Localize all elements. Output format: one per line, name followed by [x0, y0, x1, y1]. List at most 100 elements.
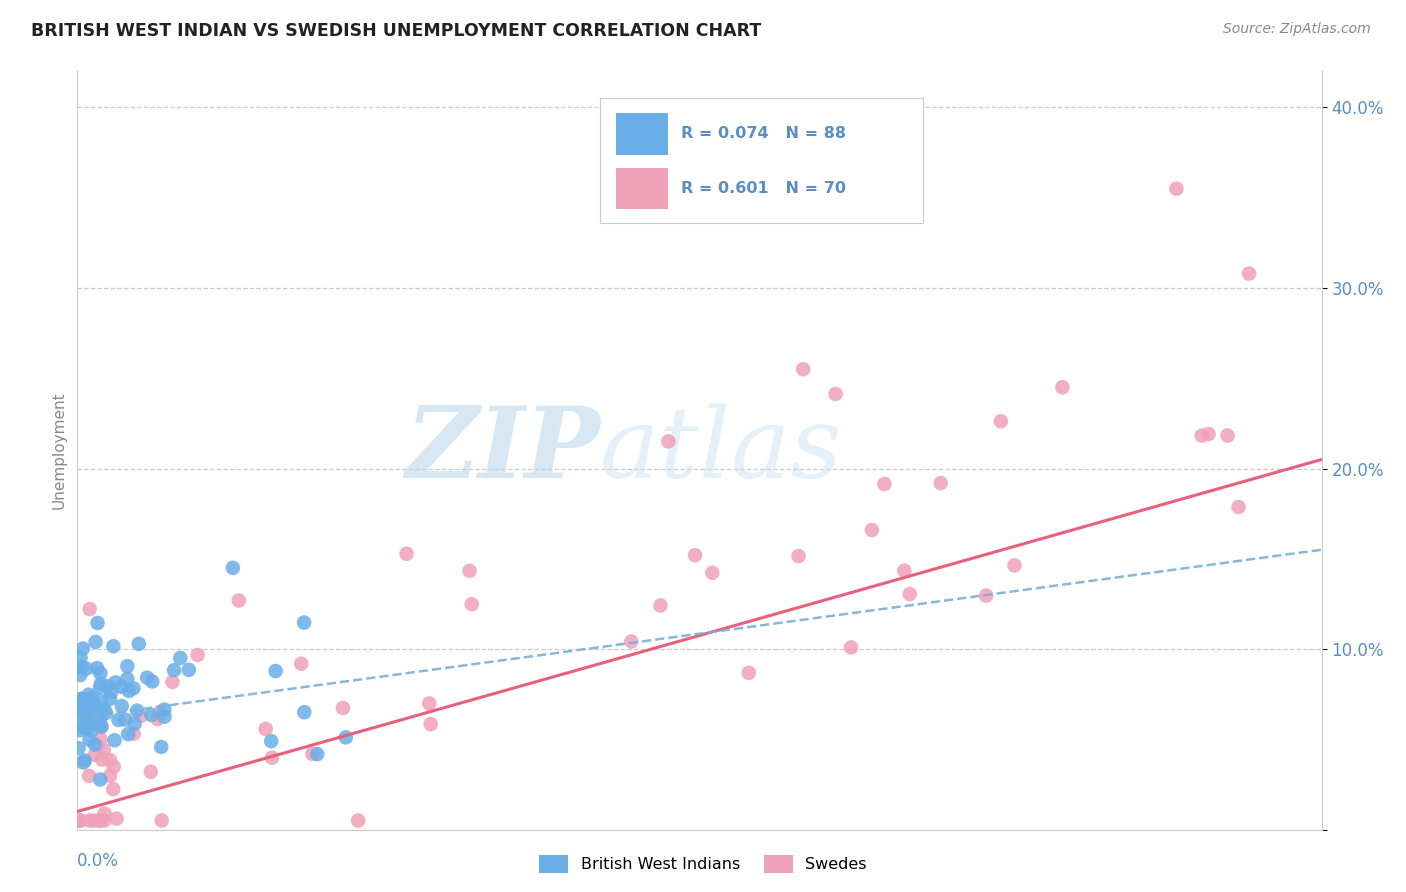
Point — [83, 738, 105, 752]
Point — [66, 699, 89, 714]
Point — [72, 756, 94, 770]
Point — [89, 772, 111, 787]
Point — [187, 648, 209, 662]
Point — [620, 634, 643, 648]
Point — [1004, 558, 1026, 573]
Point — [79, 698, 101, 712]
Point — [839, 640, 862, 655]
Point — [76, 700, 98, 714]
Point — [228, 593, 250, 607]
Point — [418, 697, 440, 711]
Point — [122, 681, 145, 696]
Point — [84, 635, 107, 649]
Point — [89, 712, 111, 726]
Point — [90, 732, 112, 747]
Point — [98, 769, 121, 783]
Text: R = 0.074   N = 88: R = 0.074 N = 88 — [681, 126, 846, 141]
Point — [153, 702, 176, 716]
Point — [82, 698, 104, 713]
Point — [90, 677, 112, 691]
Point — [72, 707, 94, 722]
Point — [792, 362, 814, 376]
Point — [929, 476, 952, 491]
Point — [77, 769, 100, 783]
Point — [222, 561, 245, 575]
Point — [90, 719, 112, 733]
Point — [124, 716, 146, 731]
Point — [107, 713, 129, 727]
Point — [67, 741, 90, 756]
Point — [738, 665, 761, 680]
Point — [100, 685, 122, 699]
Point — [97, 679, 120, 693]
Point — [683, 548, 706, 562]
Point — [75, 715, 97, 730]
Point — [153, 709, 176, 723]
Point — [75, 662, 97, 676]
Point — [860, 523, 883, 537]
Text: ZIP: ZIP — [405, 402, 600, 499]
Point — [125, 704, 148, 718]
Point — [86, 706, 108, 721]
FancyBboxPatch shape — [600, 98, 924, 223]
Point — [301, 747, 323, 761]
Point — [122, 727, 145, 741]
Point — [150, 814, 173, 828]
Point — [105, 812, 128, 826]
Point — [169, 651, 191, 665]
Point — [128, 637, 150, 651]
Point — [66, 661, 89, 675]
Point — [146, 712, 169, 726]
Point — [129, 708, 152, 723]
Point — [458, 564, 481, 578]
Point — [69, 814, 91, 828]
Point — [67, 814, 90, 828]
Point — [70, 660, 93, 674]
Point — [264, 664, 287, 678]
Y-axis label: Unemployment: Unemployment — [51, 392, 66, 509]
Point — [89, 704, 111, 718]
Point — [148, 706, 170, 720]
Point — [1216, 428, 1239, 442]
Point — [898, 587, 921, 601]
Point — [90, 720, 112, 734]
Point — [98, 691, 121, 706]
Text: R = 0.601   N = 70: R = 0.601 N = 70 — [681, 180, 846, 195]
Point — [75, 711, 97, 725]
Point — [90, 693, 112, 707]
Point — [1227, 500, 1250, 514]
Point — [86, 615, 108, 630]
Point — [91, 753, 114, 767]
Point — [83, 747, 105, 762]
Point — [77, 704, 100, 718]
Point — [69, 723, 91, 738]
Point — [347, 814, 370, 828]
Point — [117, 727, 139, 741]
Point — [72, 692, 94, 706]
Point — [69, 668, 91, 682]
Point — [84, 710, 107, 724]
Point — [83, 814, 105, 828]
Point — [177, 663, 200, 677]
Point — [83, 706, 105, 720]
Point — [893, 564, 915, 578]
Point — [162, 674, 184, 689]
Point — [111, 699, 134, 714]
Point — [79, 814, 101, 828]
Point — [1166, 182, 1188, 196]
Point — [103, 639, 125, 653]
Point — [94, 706, 117, 720]
Point — [77, 688, 100, 702]
Point — [292, 705, 315, 719]
Point — [103, 760, 125, 774]
Point — [67, 701, 90, 715]
Point — [93, 702, 115, 716]
Point — [89, 719, 111, 733]
Point — [1052, 380, 1074, 394]
Point — [89, 814, 111, 828]
Point — [79, 602, 101, 616]
Point — [419, 717, 441, 731]
Point — [70, 694, 93, 708]
Point — [86, 661, 108, 675]
Point — [104, 675, 127, 690]
